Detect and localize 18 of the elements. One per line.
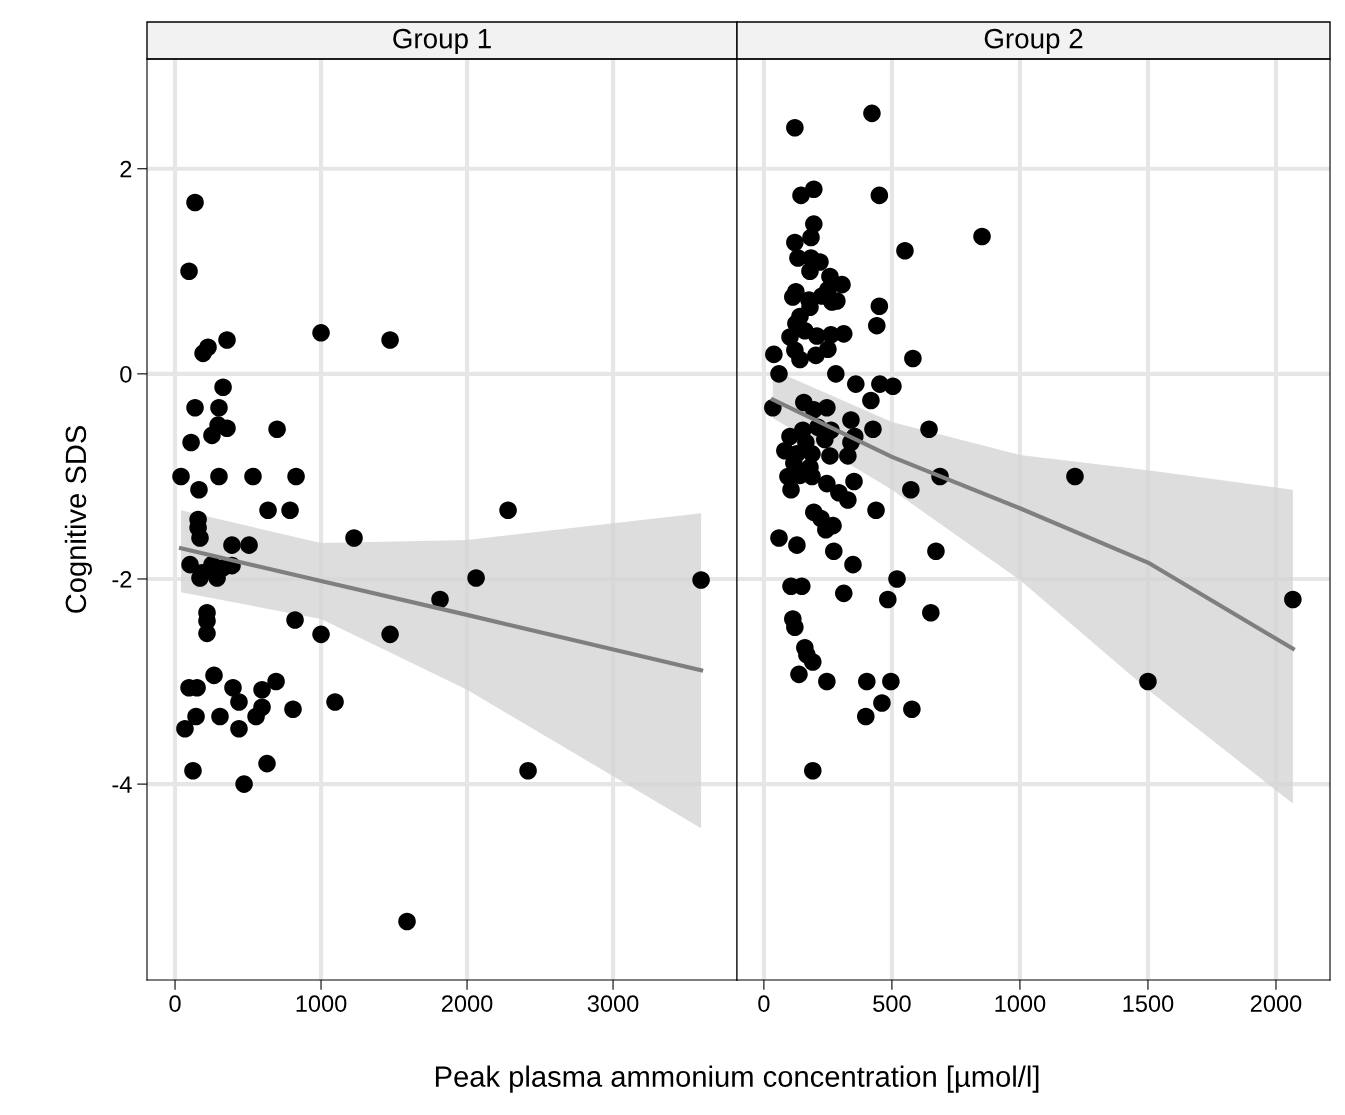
x-tick-label: 1000 (995, 995, 1046, 1012)
x-tick-label: 2000 (441, 995, 493, 1012)
chart-title: Group 1 (393, 28, 491, 54)
x-tick-label: 500 (873, 995, 911, 1012)
line-series (178, 546, 704, 673)
x-tick-label: 0 (758, 995, 770, 1012)
x-tick-label: 1000 (296, 995, 347, 1012)
y-tick-label: 2 (120, 160, 132, 178)
y-tick-label: -2 (112, 571, 132, 588)
x-tick-label: 2000 (1250, 995, 1302, 1012)
x-tick-label: 1500 (1123, 995, 1174, 1012)
y-tick-label: 0 (120, 365, 132, 383)
x-axis-title: Peak plasma ammonium concentration [µmol/l] (435, 1065, 1039, 1093)
y-tick-label: -4 (112, 776, 132, 793)
chart-title: Group 2 (984, 28, 1083, 54)
x-tick-label: 3000 (587, 995, 639, 1012)
x-tick-label: 0 (169, 995, 181, 1012)
y-axis-title: Cognitive SDS (64, 426, 92, 613)
